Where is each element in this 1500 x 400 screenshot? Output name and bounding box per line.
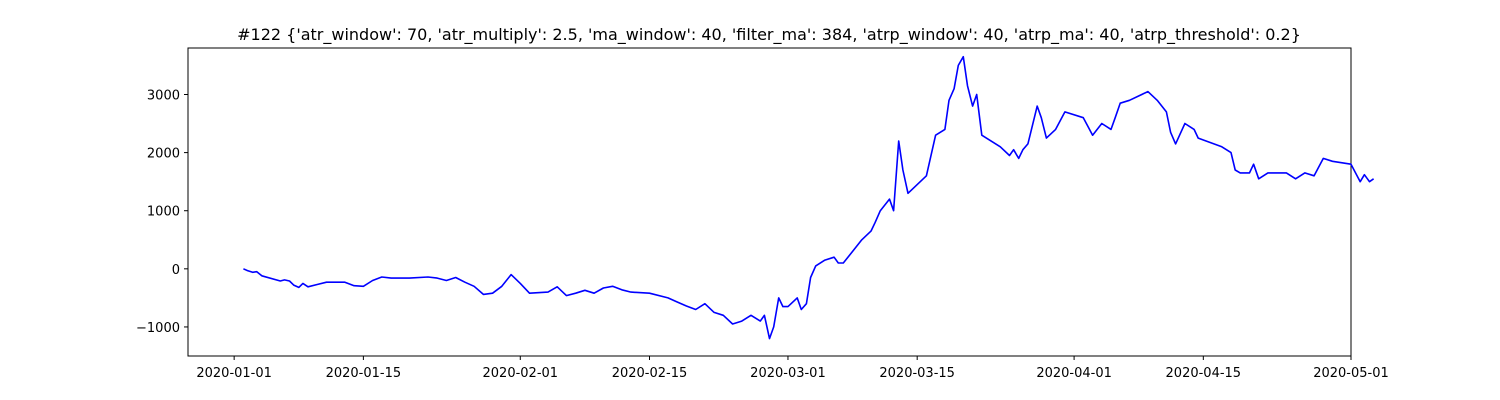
x-tick-label: 2020-03-01 [750,366,826,381]
x-tick-label: 2020-05-01 [1313,366,1389,381]
x-tick-label: 2020-04-15 [1166,366,1242,381]
x-axis: 2020-01-01 2020-01-15 2020-02-01 2020-02-15… [196,356,1389,381]
y-tick-label: 0 [172,263,180,278]
x-tick-label: 2020-03-15 [879,366,955,381]
y-axis: −1000 0 1000 2000 3000 [136,88,188,336]
y-tick-label: −1000 [136,321,180,336]
series-layer [243,55,1375,340]
y-tick-label: 1000 [147,205,180,220]
chart-title: #122 {'atr_window': 70, 'atr_multiply': … [237,25,1301,45]
x-tick-label: 2020-02-15 [612,366,688,381]
x-tick-label: 2020-01-01 [196,366,272,381]
plot-frame [187,47,1352,357]
x-tick-label: 2020-01-15 [326,366,402,381]
x-tick-label: 2020-04-01 [1036,366,1112,381]
y-tick-label: 3000 [147,88,180,103]
series-line-1 [243,55,1375,340]
y-tick-label: 2000 [147,147,180,162]
x-tick-label: 2020-02-01 [483,366,559,381]
